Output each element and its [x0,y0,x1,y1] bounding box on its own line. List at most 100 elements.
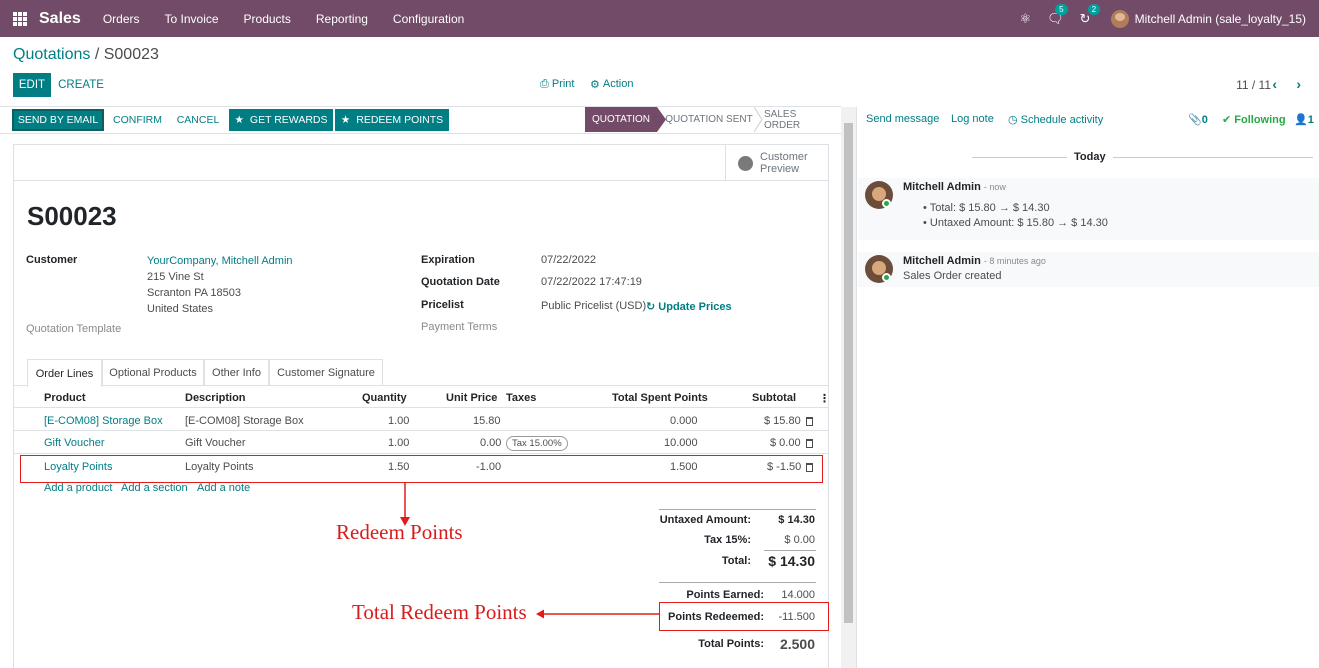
following-label: Following [1234,114,1286,126]
clock-icon: ◷ [1008,114,1018,126]
form-scrollbar[interactable] [841,107,856,668]
print-icon: ⎙ [540,77,549,90]
tab-customer-signature[interactable]: Customer Signature [269,359,383,386]
customer-field[interactable]: YourCompany, Mitchell Admin [147,255,293,267]
create-button[interactable]: CREATE [58,79,104,91]
tab-other-info[interactable]: Other Info [204,359,269,386]
send-by-email-button[interactable]: SEND BY EMAIL [12,109,104,131]
col-quantity[interactable]: Quantity [362,392,407,404]
attachments-button[interactable]: 📎0 [1188,113,1208,126]
print-dropdown[interactable]: ⎙ Print [540,76,574,92]
col-subtotal[interactable]: Subtotal [752,392,796,404]
menu-orders[interactable]: Orders [102,11,140,26]
bug-icon[interactable]: ⚛ [1019,10,1032,26]
pager-previous-icon[interactable]: ‹ [1272,76,1277,92]
loyalty-row-highlight [20,455,823,483]
followers-button[interactable]: 👤1 [1294,113,1314,126]
action-dropdown[interactable]: ⚙ Action [590,76,633,92]
col-total-spent-points[interactable]: Total Spent Points [612,392,708,404]
message-author[interactable]: Mitchell Admin [903,255,981,267]
apps-menu-icon[interactable] [13,11,27,26]
add-section-link[interactable]: Add a section [121,482,188,494]
user-menu[interactable]: Mitchell Admin (sale_loyalty_15) [1134,11,1306,26]
row-divider [14,430,828,431]
app-brand[interactable]: Sales [39,9,81,27]
row-points[interactable]: 10.000 [664,437,698,449]
row-unit-price[interactable]: -1.00 [476,461,502,473]
trash-icon[interactable] [806,417,813,426]
pricelist-field[interactable]: Public Pricelist (USD) [541,300,647,312]
row-product[interactable]: [E-COM08] Storage Box [44,415,163,427]
row-quantity[interactable]: 1.00 [388,437,410,449]
pager-next-icon[interactable]: › [1296,76,1301,92]
messages-icon[interactable]: 🗨 5 [1047,3,1068,27]
customer-preview-button[interactable]: Customer Preview [725,145,828,181]
send-message-button[interactable]: Send message [866,113,940,125]
message-author[interactable]: Mitchell Admin [903,181,981,193]
edit-button[interactable]: EDIT [13,73,51,97]
row-quantity[interactable]: 1.50 [388,461,410,473]
menu-to-invoice[interactable]: To Invoice [164,11,219,26]
print-label: Print [551,78,575,90]
col-unit-price[interactable]: Unit Price [446,392,498,404]
scrollbar-thumb[interactable] [844,123,853,623]
row-quantity[interactable]: 1.00 [388,415,410,427]
tab-optional-products[interactable]: Optional Products [102,359,204,386]
chatter-message: Mitchell Admin - 8 minutes ago Sales Ord… [858,252,1319,287]
expiration-field[interactable]: 07/22/2022 [541,254,597,266]
statusbar-bottom-border [0,133,841,134]
untaxed-amount-value: $ 14.30 [778,514,815,526]
menu-reporting[interactable]: Reporting [315,11,368,26]
menu-configuration[interactable]: Configuration [392,11,465,26]
add-note-link[interactable]: Add a note [197,482,251,494]
message-time: - now [983,182,1006,192]
total-border [764,550,816,551]
trash-icon[interactable] [806,463,813,472]
points-redeemed-highlight [659,602,829,631]
breadcrumb-quotations[interactable]: Quotations [13,46,91,63]
stage-quotation[interactable]: QUOTATION [585,107,657,132]
col-taxes[interactable]: Taxes [506,392,537,404]
log-note-button[interactable]: Log note [951,113,994,125]
redeem-points-button[interactable]: ★ REDEEM POINTS [335,109,449,131]
user-avatar[interactable] [1110,9,1129,28]
activity-clock-icon[interactable]: ↻ 2 [1080,3,1101,27]
quotation-date-field[interactable]: 07/22/2022 17:47:19 [541,276,642,288]
trash-icon[interactable] [806,439,813,448]
tracking-total: Total: $ 15.80 → $ 14.30 [929,202,1050,214]
chatter-message: Mitchell Admin - now • Total: $ 15.80 → … [858,178,1319,240]
tracking-value-1: • Total: $ 15.80 → $ 14.30 [923,202,1050,214]
points-redeemed-value: -11.500 [778,611,816,623]
total-label: Total: [721,555,751,567]
col-description[interactable]: Description [185,392,246,404]
row-product[interactable]: Loyalty Points [44,461,113,473]
following-button[interactable]: ✔ Following [1222,113,1286,126]
confirm-button[interactable]: CONFIRM [113,114,162,126]
optional-columns-icon[interactable]: ⋮ [819,393,830,405]
paperclip-icon: 📎 [1188,114,1202,126]
cancel-button[interactable]: CANCEL [176,114,220,126]
row-points[interactable]: 1.500 [670,461,698,473]
tracking-untaxed: Untaxed Amount: $ 15.80 → $ 14.30 [929,217,1108,229]
stage-quotation-sent[interactable]: QUOTATION SENT [665,114,753,125]
tab-order-lines[interactable]: Order Lines [27,359,102,387]
row-unit-price[interactable]: 0.00 [480,437,502,449]
get-rewards-button[interactable]: ★ GET REWARDS [229,109,333,131]
menu-products[interactable]: Products [243,11,291,26]
tax-label: Tax 15%: [704,534,751,546]
customer-label: Customer [26,254,78,266]
tax-badge[interactable]: Tax 15.00% [506,436,568,451]
stage-sales-order[interactable]: SALES ORDER [764,108,801,131]
schedule-activity-button[interactable]: ◷ Schedule activity [1008,113,1103,126]
add-product-link[interactable]: Add a product [44,482,113,494]
row-points[interactable]: 0.000 [670,415,698,427]
row-product[interactable]: Gift Voucher [44,437,105,449]
pager-value[interactable]: 11 / 11 [1236,78,1271,92]
col-product[interactable]: Product [44,392,86,404]
row-description[interactable]: [E-COM08] Storage Box [185,415,304,427]
points-redeemed-label: Points Redeemed: [668,611,764,623]
row-unit-price[interactable]: 15.80 [473,415,501,427]
row-description[interactable]: Loyalty Points [185,461,254,473]
update-prices-button[interactable]: ↻ Update Prices [646,300,732,313]
row-description[interactable]: Gift Voucher [185,437,246,449]
